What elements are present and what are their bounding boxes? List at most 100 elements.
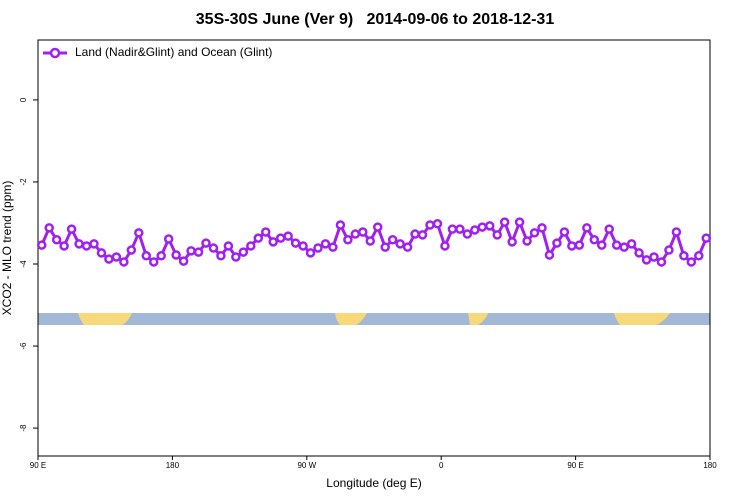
data-point [134,228,144,238]
data-point [223,241,234,251]
data-point [455,224,465,234]
data-point [701,233,712,243]
data-point [253,233,264,243]
data-point [305,248,316,258]
y-tick-label: 0 [19,97,28,102]
data-point [313,243,323,253]
data-point [559,227,570,237]
data-point [582,223,592,233]
data-point [156,251,166,261]
x-tick-label: 0 [439,461,444,470]
y-tick-label: -4 [19,260,28,268]
data-point [208,243,219,253]
ocean-strip [38,313,710,325]
data-point [619,242,629,252]
y-tick-label: -6 [19,342,28,350]
data-point [66,224,77,234]
data-point [238,247,249,257]
data-point [380,242,390,252]
map-strip [38,313,710,325]
data-point [432,219,443,229]
data-point [231,252,241,262]
data-point [372,222,383,232]
data-point [387,235,398,245]
data-point [589,235,600,245]
data-point [611,240,622,250]
data-point [656,257,667,267]
data-point [104,254,114,264]
data-point [574,240,585,250]
data-point [335,220,346,230]
data-point [290,238,301,248]
x-axis-label: Longitude (deg E) [326,476,421,490]
data-point [694,251,704,261]
data-point [343,235,353,245]
land-patch [78,313,132,325]
data-point [567,241,577,251]
data-point [410,229,420,239]
data-point [126,245,137,255]
data-point [477,222,488,232]
land-patch [614,313,670,325]
x-tick-label: 180 [703,461,717,470]
data-point [193,247,204,257]
data-point [522,236,532,246]
data-point [141,251,152,261]
x-tick-label: 90 E [30,461,46,470]
data-point [447,224,458,234]
data-point [671,227,682,237]
data-point [634,248,644,258]
data-point [275,233,286,243]
data-point [537,223,547,233]
data-point [679,251,689,261]
data-point [544,250,555,260]
data-point [462,229,473,239]
data-point [417,230,428,240]
data-point [350,229,361,239]
data-point [298,241,308,251]
data-point [268,237,278,247]
data-point [320,239,331,249]
data-point [119,257,129,267]
data-point [44,223,54,233]
data-point [186,246,196,256]
data-point [395,239,405,249]
data-point [81,241,92,251]
data-point [96,248,107,258]
data-point [425,220,435,230]
data-point [148,257,159,267]
data-point [402,242,413,252]
data-point [365,236,376,246]
x-tick-label: 90 E [567,461,583,470]
data-point [507,237,517,247]
y-tick-label: -8 [19,424,28,432]
data-point [171,250,181,260]
data-point [686,257,697,267]
data-point [111,252,122,262]
data-point [492,230,502,240]
data-point [529,228,540,238]
x-tick-label: 180 [166,461,180,470]
data-point [260,227,271,237]
data-point [664,245,674,255]
data-point [552,238,562,248]
legend-marker [49,47,61,59]
data-point [89,239,99,249]
chart-title: 35S-30S June (Ver 9) 2014-09-06 to 2018-… [196,11,555,28]
data-point [514,217,525,227]
data-point [484,221,495,231]
data-point [328,242,338,252]
data-point [51,235,62,245]
data-point [36,240,47,250]
data-point [59,241,69,251]
legend-label: Land (Nadir&Glint) and Ocean (Glint) [75,45,272,59]
data-point [246,241,256,251]
land-patch [335,313,367,325]
data-point [626,239,637,249]
y-axis-label: XCO2 - MLO trend (ppm) [0,181,14,316]
land-patch [468,313,488,325]
data-point [283,231,293,241]
data-point [649,252,659,262]
data-point [358,227,368,237]
data-point [216,251,226,261]
